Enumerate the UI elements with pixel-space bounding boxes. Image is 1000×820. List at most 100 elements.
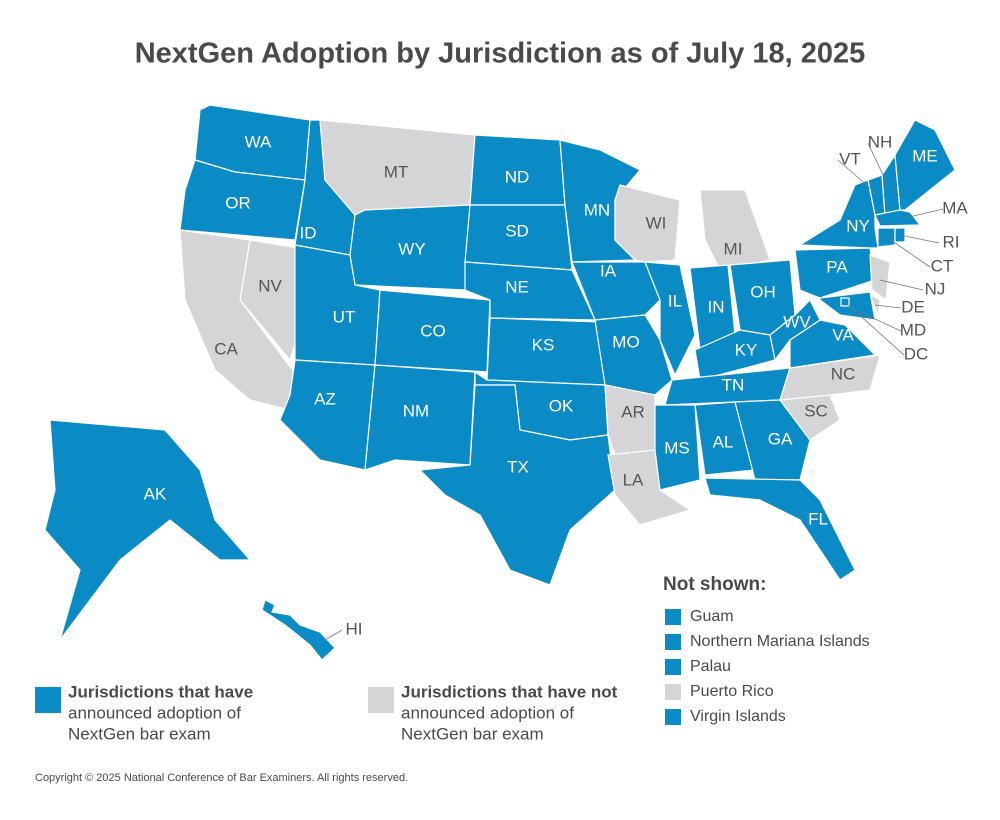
state-label: MN <box>584 200 610 219</box>
state-label: FL <box>808 509 828 528</box>
state-shape <box>704 477 856 581</box>
legend-text: announced adoption of <box>68 703 241 722</box>
state-label: TX <box>507 457 529 476</box>
state-labels: WA OR CA NV ID MT WY UT CO AZ NM ND SD NE KS OK TX MN IA MO… <box>144 132 968 641</box>
state-label: NY <box>846 216 870 235</box>
state-label: WA <box>245 132 272 151</box>
state-label: MI <box>724 239 743 258</box>
state-label: IN <box>708 297 725 316</box>
state-label: WY <box>398 239 425 258</box>
not-shown-swatch <box>665 609 681 625</box>
state-label: ID <box>300 223 317 242</box>
copyright: Copyright © 2025 National Conference of … <box>35 772 408 784</box>
state-label: MD <box>900 320 926 339</box>
state-label: IL <box>668 291 682 310</box>
state-label: HI <box>346 619 363 638</box>
state-label: MT <box>384 162 409 181</box>
state-label: IA <box>600 261 617 280</box>
leader-line <box>904 208 944 219</box>
state-label: MS <box>664 438 690 457</box>
state-shape <box>644 261 696 377</box>
state-label: CT <box>931 256 954 275</box>
not-shown-item: Guam <box>690 608 734 625</box>
legend-swatch <box>368 687 394 713</box>
state-label: WI <box>646 213 667 232</box>
not-shown-swatch <box>665 709 681 725</box>
state-label: KY <box>735 340 758 359</box>
state-label: NE <box>505 277 529 296</box>
legend-text: NextGen bar exam <box>401 724 544 743</box>
state-shape <box>734 399 811 481</box>
state-label: OH <box>750 282 776 301</box>
state-label: PA <box>826 257 848 276</box>
state-shape <box>279 359 376 471</box>
state-shape <box>44 419 252 641</box>
state-label: WV <box>783 312 811 331</box>
not-shown-item: Northern Mariana Islands <box>690 633 870 650</box>
legend-text: Jurisdictions that have <box>68 682 253 701</box>
leader-line <box>884 235 931 268</box>
state-label: SC <box>804 401 828 420</box>
state-label: DC <box>904 344 929 363</box>
not-shown-swatch <box>665 634 681 650</box>
state-label: VA <box>832 325 854 344</box>
state-label: OR <box>225 193 251 212</box>
state-label: DE <box>901 297 925 316</box>
state-shape <box>654 404 701 491</box>
state-label: MA <box>942 198 968 217</box>
state-label: AL <box>713 432 734 451</box>
state-label: ND <box>505 167 530 186</box>
state-shape <box>874 209 922 227</box>
title: NextGen Adoption by Jurisdiction as of J… <box>135 38 866 70</box>
state-shape <box>798 179 879 249</box>
state-label: SD <box>505 221 529 240</box>
not-shown-item: Virgin Islands <box>690 708 786 725</box>
state-shape <box>179 159 306 241</box>
state-shape <box>364 364 476 471</box>
state-label: UT <box>333 307 356 326</box>
state-label: AK <box>144 484 167 503</box>
states <box>44 104 956 661</box>
state-shape <box>261 599 336 661</box>
legend-text: Jurisdictions that have not <box>401 682 618 701</box>
leader-line <box>879 279 924 291</box>
state-label: NM <box>403 401 429 420</box>
not-shown-item: Puerto Rico <box>690 683 774 700</box>
state-label: MO <box>612 332 639 351</box>
state-shape <box>794 247 876 299</box>
state-label: RI <box>943 232 960 251</box>
legend-text: announced adoption of <box>401 703 574 722</box>
state-label: NC <box>831 364 856 383</box>
state-label: CO <box>420 321 446 340</box>
leader-line <box>874 304 902 309</box>
state-shape <box>418 384 616 586</box>
state-label: NV <box>258 276 282 295</box>
state-label: NJ <box>925 279 946 298</box>
not-shown-item: Palau <box>690 658 731 675</box>
state-label: AR <box>621 402 645 421</box>
legend-text: NextGen bar exam <box>68 724 211 743</box>
state-label: CA <box>214 339 238 358</box>
state-label: ME <box>912 146 938 165</box>
leader-line <box>324 629 343 641</box>
state-shape <box>869 254 891 302</box>
leader-line <box>859 311 902 332</box>
state-label: GA <box>768 429 793 448</box>
state-shape <box>571 261 661 321</box>
not-shown-swatch <box>665 684 681 700</box>
leader-line <box>844 301 905 356</box>
not-shown-heading: Not shown: <box>663 574 766 595</box>
legend-swatch <box>35 687 61 713</box>
state-shape <box>614 184 681 263</box>
state-label: AZ <box>314 389 336 408</box>
state-label: OK <box>549 396 574 415</box>
state-label: TN <box>722 375 745 394</box>
not-shown-swatch <box>665 659 681 675</box>
state-shape <box>769 298 821 362</box>
state-label: LA <box>623 470 644 489</box>
leader-line <box>899 234 940 244</box>
leader-line <box>837 159 879 196</box>
state-label: KS <box>532 335 555 354</box>
state-label: VT <box>839 149 861 168</box>
